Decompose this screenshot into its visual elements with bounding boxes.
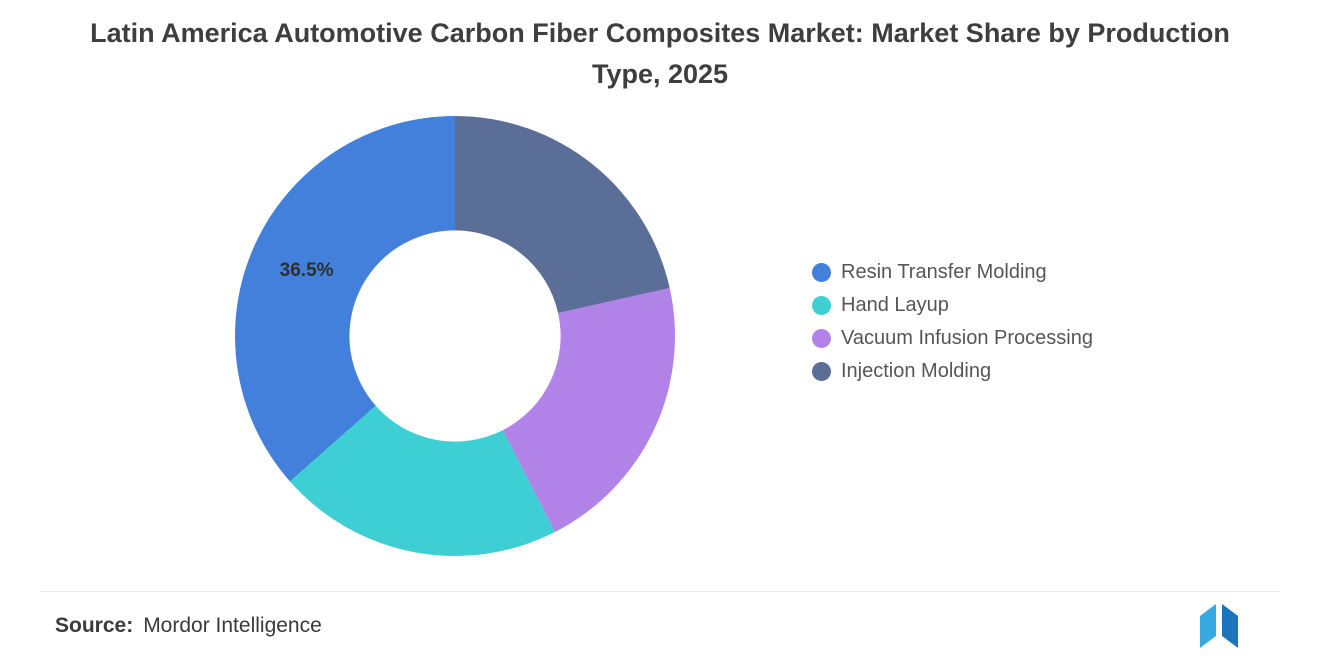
chart-title: Latin America Automotive Carbon Fiber Co…	[90, 18, 1230, 89]
mordor-intelligence-logo	[1200, 604, 1238, 648]
legend-swatch	[812, 329, 831, 348]
chart-legend: Resin Transfer Molding Hand Layup Vacuum I…	[812, 256, 1093, 388]
footer-divider	[40, 591, 1280, 592]
source-value: Mordor Intelligence	[143, 614, 322, 637]
legend-label: Injection Molding	[841, 360, 992, 382]
legend-item-injection-molding: Injection Molding	[812, 355, 1093, 388]
slice-data-label: 36.5%	[280, 260, 334, 281]
pie-slice-injection-molding	[455, 116, 670, 313]
legend-swatch	[812, 263, 831, 282]
legend-label: Vacuum Infusion Processing	[841, 327, 1093, 349]
source-label: Source:	[55, 614, 134, 637]
legend-swatch	[812, 296, 831, 315]
logo-right-shape	[1222, 604, 1238, 648]
legend-item-hand-layup: Hand Layup	[812, 289, 1093, 322]
legend-item-resin-transfer-molding: Resin Transfer Molding	[812, 256, 1093, 289]
legend-label: Resin Transfer Molding	[841, 261, 1047, 283]
legend-item-vacuum-infusion-processing: Vacuum Infusion Processing	[812, 322, 1093, 355]
logo-left-shape	[1200, 604, 1216, 648]
legend-swatch	[812, 362, 831, 381]
source-note: Source: Mordor Intelligence	[55, 614, 322, 638]
pie-slice-resin-transfer-molding	[235, 116, 455, 482]
pie-slice-vacuum-infusion-processing	[502, 288, 675, 532]
pie-slice-hand-layup	[290, 405, 555, 556]
legend-label: Hand Layup	[841, 294, 949, 316]
